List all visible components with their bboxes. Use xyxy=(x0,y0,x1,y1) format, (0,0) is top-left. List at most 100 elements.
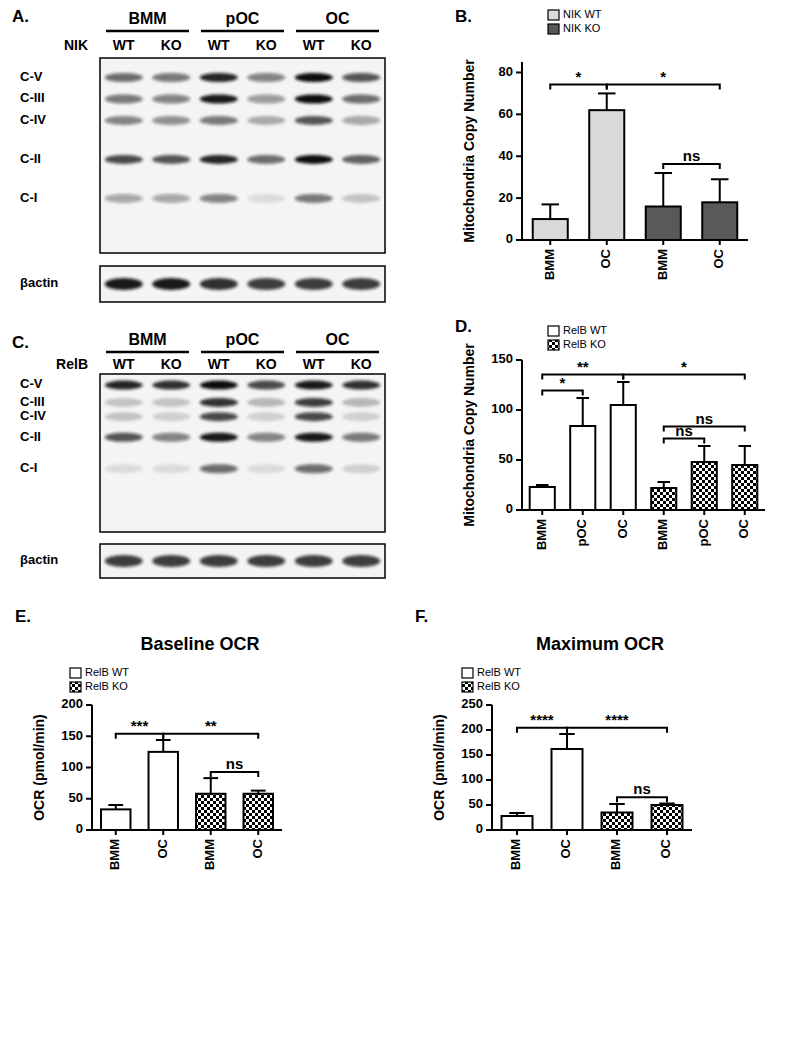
x-axis xyxy=(492,829,692,831)
y-tick xyxy=(86,829,92,831)
band xyxy=(342,278,380,290)
y-tick xyxy=(486,804,492,806)
error-bar xyxy=(203,778,218,794)
error-cap xyxy=(654,172,672,174)
group-underline xyxy=(296,351,379,354)
band xyxy=(200,412,238,421)
x-tick xyxy=(719,240,721,245)
band xyxy=(295,433,333,442)
row-label: βactin xyxy=(20,552,58,567)
band xyxy=(247,73,285,82)
band xyxy=(105,381,143,390)
bracket-line xyxy=(664,439,705,444)
band xyxy=(200,155,238,164)
y-tick xyxy=(486,754,492,756)
x-tick-label: OC xyxy=(250,838,265,858)
band xyxy=(295,381,333,390)
band xyxy=(342,116,380,125)
band xyxy=(105,464,143,473)
x-tick-label: BMM xyxy=(542,249,557,280)
row-label: C-II xyxy=(20,151,41,166)
error-cap xyxy=(559,733,575,735)
row-label: C-III xyxy=(20,394,45,409)
bar xyxy=(570,426,595,510)
error-cap xyxy=(156,739,171,741)
band xyxy=(152,94,190,103)
bracket-line xyxy=(517,728,567,733)
x-tick xyxy=(566,830,568,835)
error-stem xyxy=(162,740,164,752)
y-tick-label: 0 xyxy=(76,821,83,836)
bracket-line xyxy=(617,797,667,802)
y-tick xyxy=(86,704,92,706)
bracket-line xyxy=(542,375,623,380)
error-bar xyxy=(711,179,729,202)
legend-label: NIK KO xyxy=(563,22,601,34)
significance-label: ns xyxy=(695,410,713,427)
group-underline xyxy=(106,30,189,33)
band xyxy=(295,116,333,125)
bar xyxy=(732,465,757,510)
significance-bracket xyxy=(116,734,164,739)
bar xyxy=(196,794,225,830)
significance-label: ns xyxy=(683,147,701,164)
group-label: OC xyxy=(326,331,350,348)
y-tick-label: 150 xyxy=(491,351,513,366)
lane-label: WT xyxy=(208,356,230,372)
x-tick-label: BMM xyxy=(202,839,217,870)
y-tick-label: 100 xyxy=(461,771,483,786)
band xyxy=(247,555,285,567)
lane-label: WT xyxy=(303,356,325,372)
bar xyxy=(533,219,568,240)
y-tick-label: 20 xyxy=(499,190,513,205)
band xyxy=(105,555,143,567)
significance-label: ns xyxy=(633,780,651,797)
panel-label: A. xyxy=(12,7,29,26)
band xyxy=(295,555,333,567)
error-stem xyxy=(719,179,721,202)
y-tick xyxy=(516,155,522,157)
error-bar xyxy=(617,382,630,405)
y-tick-label: 100 xyxy=(491,401,513,416)
y-axis-label: OCR (pmol/min) xyxy=(31,714,47,821)
error-cap xyxy=(698,445,711,447)
bar xyxy=(646,206,681,240)
x-tick xyxy=(115,830,117,835)
error-bar xyxy=(156,740,171,752)
y-tick-label: 100 xyxy=(61,759,83,774)
group-underline xyxy=(106,351,189,354)
row-label: C-I xyxy=(20,460,37,475)
y-tick-label: 0 xyxy=(506,231,513,246)
y-tick-label: 50 xyxy=(469,796,483,811)
bracket-line xyxy=(550,85,607,90)
x-tick-label: OC xyxy=(155,838,170,858)
legend-label: RelB KO xyxy=(563,338,606,350)
y-tick-label: 250 xyxy=(461,696,483,711)
row-label: C-V xyxy=(20,376,43,391)
bar xyxy=(149,752,178,830)
band xyxy=(247,155,285,164)
error-bar xyxy=(536,485,549,487)
error-cap xyxy=(251,790,266,792)
error-cap xyxy=(609,803,625,805)
band xyxy=(152,555,190,567)
band xyxy=(295,464,333,473)
bar xyxy=(651,488,676,510)
band xyxy=(105,398,143,407)
y-tick-label: 200 xyxy=(461,721,483,736)
error-stem xyxy=(744,446,746,465)
lane-label: WT xyxy=(303,37,325,53)
error-stem xyxy=(662,173,664,207)
band xyxy=(342,194,380,203)
band xyxy=(342,94,380,103)
band xyxy=(200,433,238,442)
group-label: pOC xyxy=(226,331,260,348)
background xyxy=(0,0,792,1045)
significance-bracket xyxy=(517,728,567,733)
band xyxy=(152,155,190,164)
group-underline xyxy=(201,351,284,354)
lane-label: WT xyxy=(113,37,135,53)
y-tick-label: 80 xyxy=(499,64,513,79)
bar xyxy=(101,809,130,830)
bars xyxy=(533,93,738,240)
